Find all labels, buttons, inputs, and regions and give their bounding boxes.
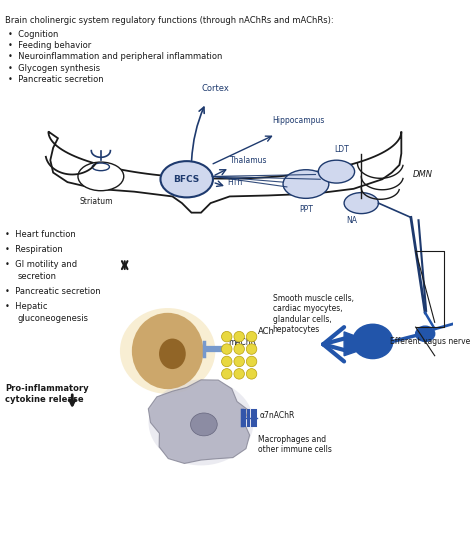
Polygon shape (148, 380, 250, 463)
Text: Cortex: Cortex (201, 85, 229, 94)
Text: Thalamus: Thalamus (229, 156, 267, 165)
Text: ACh: ACh (258, 327, 275, 336)
Text: Brain cholinergic system regulatory functions (through nAChRs and mAChRs):: Brain cholinergic system regulatory func… (6, 16, 334, 25)
Ellipse shape (353, 324, 393, 358)
Ellipse shape (191, 413, 217, 436)
Polygon shape (344, 332, 377, 356)
Text: HTh: HTh (228, 178, 243, 187)
Text: •  Respiration: • Respiration (6, 245, 63, 254)
Text: NA: NA (346, 217, 357, 225)
Text: LDT: LDT (334, 146, 348, 155)
Circle shape (234, 356, 245, 366)
Text: secretion: secretion (18, 272, 57, 281)
Circle shape (246, 331, 257, 342)
Text: BFCS: BFCS (173, 175, 200, 184)
Circle shape (246, 344, 257, 354)
Circle shape (221, 356, 232, 366)
Ellipse shape (159, 339, 186, 369)
Circle shape (234, 369, 245, 379)
Ellipse shape (120, 308, 215, 394)
Text: Striatum: Striatum (79, 197, 113, 207)
Circle shape (246, 369, 257, 379)
Text: Macrophages and
other immune cells: Macrophages and other immune cells (258, 435, 332, 454)
Text: •  Pancreatic secretion: • Pancreatic secretion (6, 287, 101, 296)
Circle shape (221, 369, 232, 379)
Text: •  Cognition: • Cognition (9, 29, 59, 39)
Text: •  GI motility and: • GI motility and (6, 261, 78, 269)
Ellipse shape (344, 193, 378, 213)
Circle shape (234, 331, 245, 342)
Ellipse shape (161, 161, 213, 197)
Text: •  Hepatic: • Hepatic (6, 302, 48, 311)
Ellipse shape (148, 380, 254, 465)
Text: DMN: DMN (413, 170, 433, 179)
Ellipse shape (319, 160, 355, 183)
Circle shape (234, 344, 245, 354)
Circle shape (246, 356, 257, 366)
Text: mAChR: mAChR (228, 338, 257, 347)
Text: •  Neuroinflammation and peripheral inflammation: • Neuroinflammation and peripheral infla… (9, 52, 223, 62)
Text: α7nAChR: α7nAChR (259, 411, 294, 421)
Text: •  Pancreatic secretion: • Pancreatic secretion (9, 75, 104, 85)
Ellipse shape (416, 326, 435, 341)
Circle shape (221, 344, 232, 354)
Ellipse shape (78, 162, 124, 190)
Text: •  Glycogen synthesis: • Glycogen synthesis (9, 64, 100, 73)
Text: Smooth muscle cells,
cardiac myocytes,
glandular cells,
hepatocytes: Smooth muscle cells, cardiac myocytes, g… (273, 294, 354, 334)
Text: gluconeogenesis: gluconeogenesis (18, 314, 89, 323)
Text: •  Feeding behavior: • Feeding behavior (9, 41, 91, 50)
Ellipse shape (283, 170, 329, 198)
Ellipse shape (132, 313, 203, 389)
Text: Efferent vagus nerve: Efferent vagus nerve (390, 337, 470, 346)
Text: Pro-inflammatory
cytokine release: Pro-inflammatory cytokine release (6, 384, 89, 404)
Text: PPT: PPT (299, 205, 313, 214)
Text: •  Heart function: • Heart function (6, 230, 76, 239)
Text: Hippocampus: Hippocampus (273, 116, 325, 125)
Circle shape (221, 331, 232, 342)
